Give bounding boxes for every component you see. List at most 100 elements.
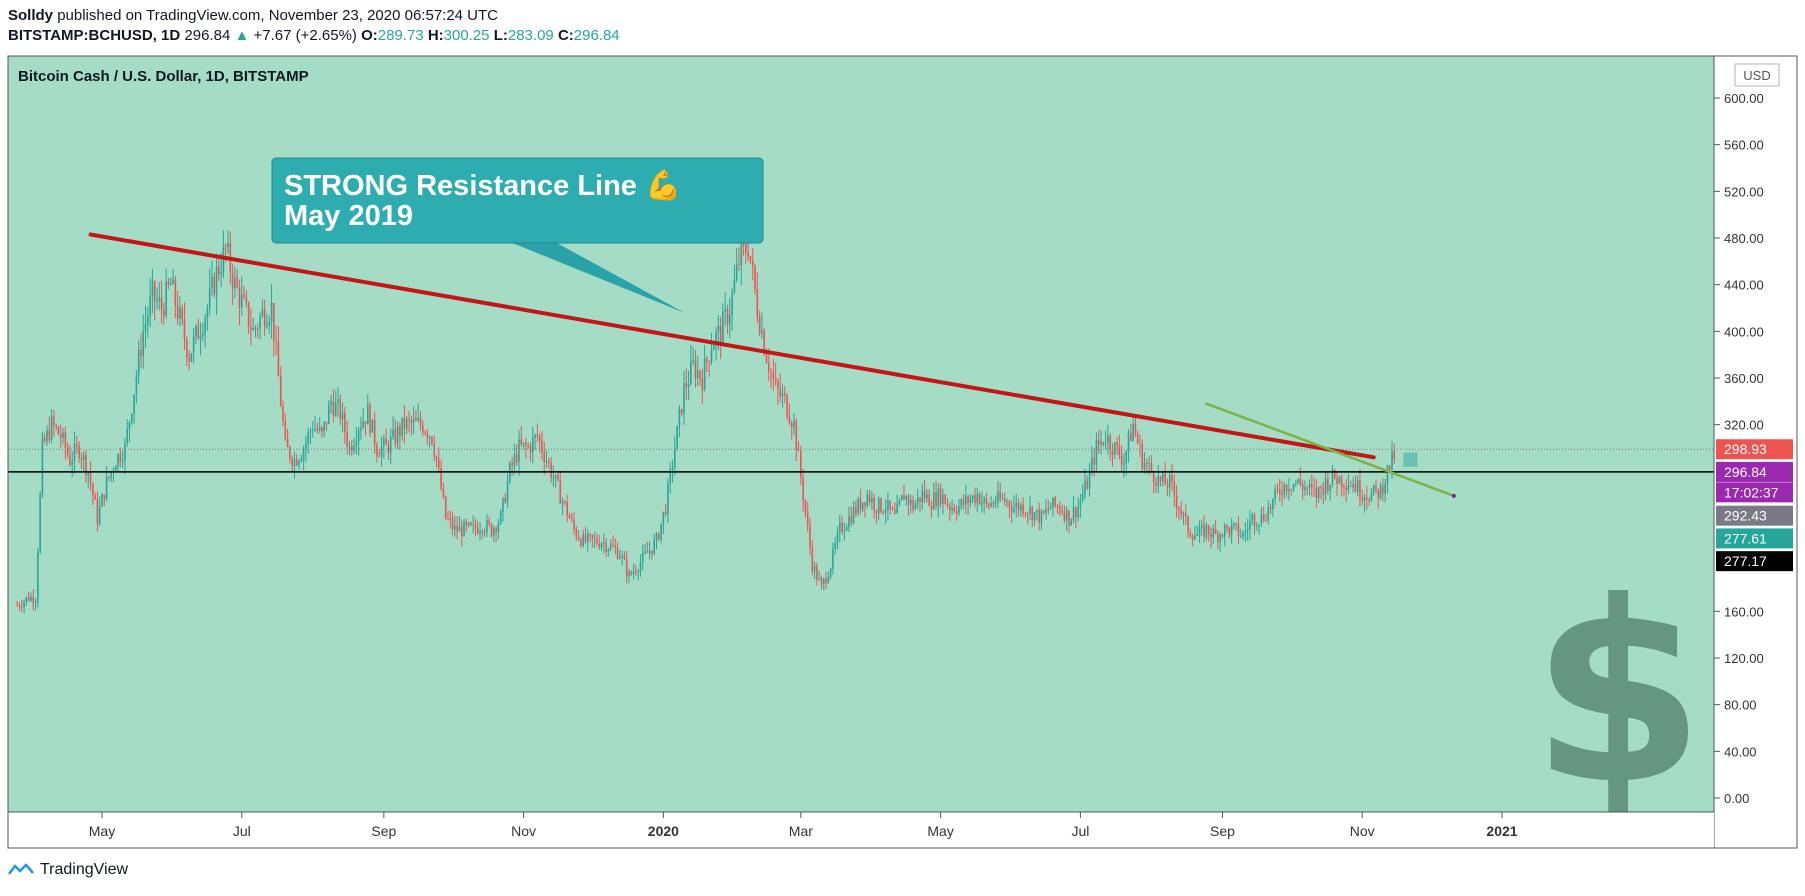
candle-body <box>176 305 179 319</box>
currency-label: USD <box>1743 68 1770 83</box>
candle-body <box>1283 484 1286 495</box>
candle-body <box>98 506 101 524</box>
annotation-callout[interactable]: STRONG Resistance Line 💪 May 2019 <box>271 157 764 313</box>
price-label-bg <box>1716 461 1793 482</box>
candle-body <box>1058 506 1061 511</box>
candle-body <box>683 383 685 414</box>
candle-body <box>454 525 456 530</box>
plot-background[interactable] <box>8 56 1714 812</box>
candle-body <box>774 378 777 382</box>
candle-body <box>1168 474 1171 488</box>
position-marker <box>1403 452 1418 467</box>
candle-body <box>738 264 740 266</box>
candle-body <box>1102 441 1105 445</box>
candle-body <box>39 494 41 553</box>
candle-body <box>1249 520 1251 530</box>
candle-body <box>25 597 28 602</box>
candle-body <box>378 455 381 457</box>
candle-body <box>442 488 445 497</box>
x-tick-label: May <box>89 823 115 839</box>
candle-body <box>1047 508 1050 510</box>
candle-body <box>1265 520 1267 522</box>
candle-body <box>717 325 720 333</box>
candle-body <box>332 401 335 416</box>
candle-body <box>360 427 362 431</box>
candle-body <box>541 440 543 453</box>
candle-body <box>816 566 818 580</box>
candle-body <box>1223 525 1226 537</box>
candle-body <box>644 551 646 553</box>
candle-body <box>1084 480 1086 495</box>
candle-body <box>1024 513 1027 515</box>
candle-body <box>806 512 809 526</box>
candle-body <box>1322 488 1325 495</box>
candle-body <box>733 279 736 293</box>
candle-body <box>18 605 21 607</box>
candle-body <box>1109 435 1111 450</box>
candle-body <box>905 496 908 500</box>
y-tick-label: 360.00 <box>1724 371 1764 386</box>
candle-body <box>603 542 605 544</box>
candle-body <box>1189 533 1192 537</box>
candle-body <box>89 472 92 484</box>
candle-body <box>415 419 417 421</box>
candle-body <box>1301 484 1304 490</box>
candle-body <box>852 507 855 524</box>
y-tick-label: 80.00 <box>1724 698 1757 713</box>
candle-body <box>289 447 291 460</box>
chart-header: Solldy published on TradingView.com, Nov… <box>8 6 620 46</box>
candle-body <box>1194 535 1196 540</box>
candle-body <box>525 442 527 447</box>
candle-body <box>946 503 949 506</box>
resistance-trendline[interactable] <box>88 232 1376 460</box>
y-tick-label: 440.00 <box>1724 278 1764 293</box>
y-tick-label: 120.00 <box>1724 651 1764 666</box>
author-name[interactable]: Solldy <box>8 7 54 24</box>
candle-body <box>1356 480 1359 492</box>
candle-body <box>114 467 117 471</box>
candle-body <box>1212 528 1215 538</box>
candle-body <box>772 371 775 379</box>
x-tick-label: 2020 <box>648 823 679 839</box>
low-label: L: <box>493 27 508 44</box>
candle-body <box>325 421 328 424</box>
candle-body <box>199 336 202 340</box>
candle-body <box>183 319 186 340</box>
candle-body <box>800 450 802 478</box>
candle-body <box>46 430 48 442</box>
candle-body <box>958 506 960 514</box>
candle-body <box>1239 535 1242 537</box>
callout-box[interactable] <box>271 157 764 244</box>
y-tick-label: 600.00 <box>1724 91 1764 106</box>
candle-body <box>669 469 672 483</box>
candle-body <box>893 509 896 514</box>
candle-body <box>1272 498 1274 509</box>
candle-body <box>121 461 124 463</box>
candle-body <box>346 432 348 447</box>
candle-body <box>1219 534 1221 542</box>
price-axis[interactable] <box>1714 56 1797 812</box>
footer[interactable]: TradingView <box>8 861 128 879</box>
candle-body <box>245 297 248 303</box>
candle-body <box>898 500 901 505</box>
candle-body <box>561 501 564 504</box>
candle-body <box>790 423 793 428</box>
candle-body <box>1008 501 1011 508</box>
price-label-text: 277.17 <box>1724 553 1767 569</box>
candle-body <box>724 309 727 312</box>
candle-body <box>1056 505 1059 507</box>
trend-trendline[interactable] <box>1205 402 1456 498</box>
candle-body <box>580 539 582 546</box>
candle-body <box>195 326 197 337</box>
candle-body <box>729 314 731 325</box>
candle-body <box>1317 486 1320 498</box>
candle-body <box>1368 499 1370 501</box>
time-axis[interactable] <box>8 812 1714 848</box>
candle-body <box>1379 485 1382 499</box>
candle-body <box>1141 444 1144 470</box>
candle-body <box>321 427 323 432</box>
candle-body <box>832 548 834 569</box>
candle-body <box>344 412 346 433</box>
candle-body <box>1205 525 1208 538</box>
